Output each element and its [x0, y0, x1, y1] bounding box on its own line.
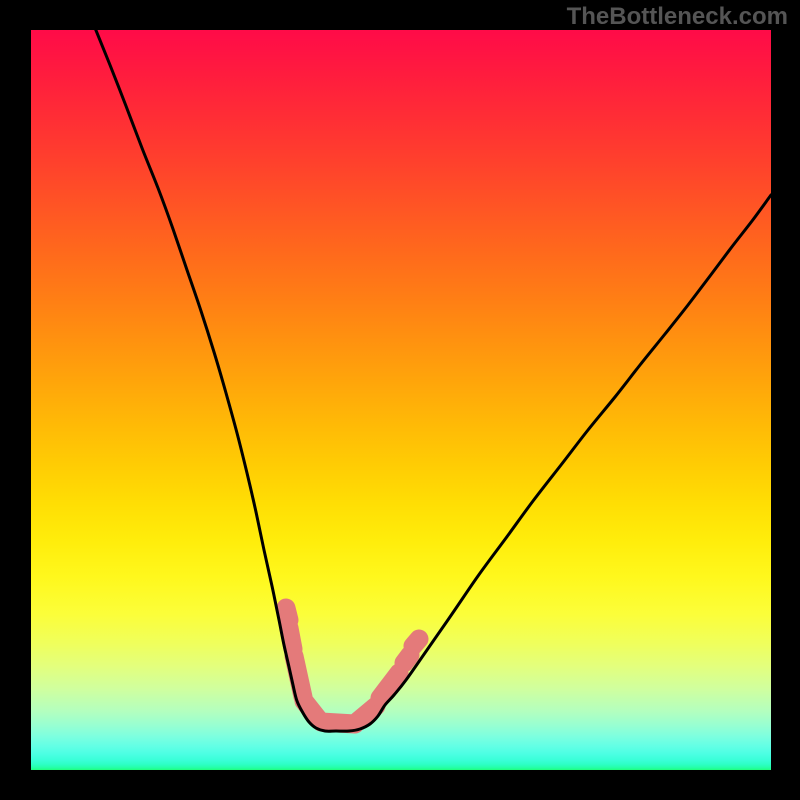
gradient-plot-area — [31, 30, 771, 770]
chart-stage: TheBottleneck.com — [0, 0, 800, 800]
watermark-text: TheBottleneck.com — [567, 3, 788, 31]
